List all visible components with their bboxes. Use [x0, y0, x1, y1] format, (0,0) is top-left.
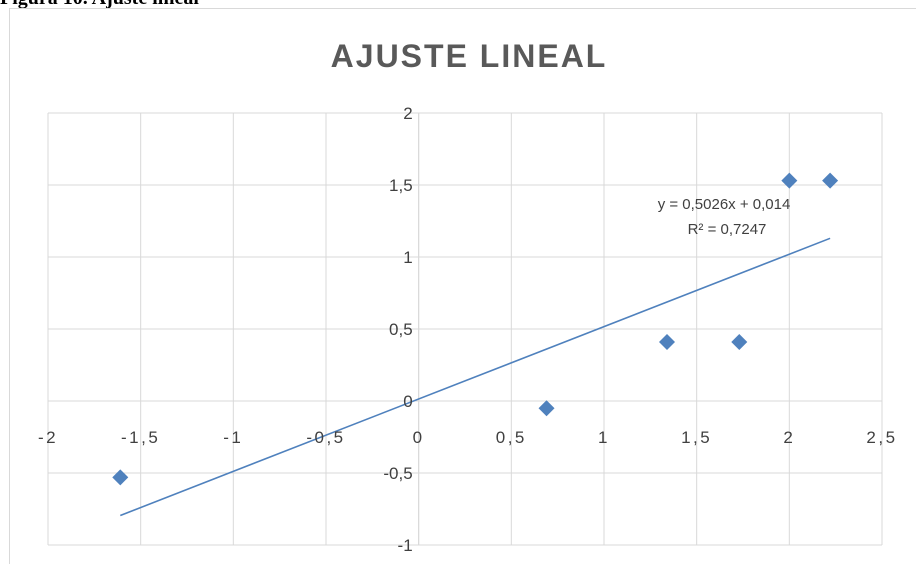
x-tick-label: 1,5	[681, 428, 712, 447]
x-tick-label: 0,5	[496, 428, 527, 447]
tick-labels: -2 -1,5 -1 -0,5 0 0,5 1 1,5 2 2,5-1-0,500,511,52	[38, 104, 897, 555]
figure-caption: Figura 10. Ajuste lineal	[0, 0, 199, 10]
y-tick-label: 1	[403, 248, 412, 267]
data-point	[781, 172, 798, 189]
y-tick-label: 0	[403, 392, 412, 411]
x-tick-label: 2	[783, 428, 795, 447]
y-tick-label: 0,5	[389, 320, 413, 339]
y-tick-label: 1,5	[389, 176, 413, 195]
trendline-equation: y = 0,5026x + 0,014	[658, 196, 791, 213]
chart-title: AJUSTE LINEAL	[331, 38, 608, 74]
x-tick-label: 0	[413, 428, 425, 447]
x-tick-label: -1	[223, 428, 243, 447]
chart-frame	[9, 8, 916, 564]
x-tick-label: 2,5	[866, 428, 897, 447]
y-tick-label: -0,5	[383, 464, 412, 483]
trendline-r-squared: R² = 0,7247	[688, 221, 767, 238]
x-tick-label: -2	[38, 428, 58, 447]
data-point	[731, 333, 748, 350]
axes	[48, 113, 882, 545]
x-tick-label: -1,5	[121, 428, 160, 447]
data-point	[538, 400, 555, 417]
grid-lines	[47, 112, 883, 546]
trendline-layer	[119, 237, 831, 517]
x-tick-label: -0,5	[306, 428, 345, 447]
x-tick-label: 1	[598, 428, 610, 447]
trendline	[119, 237, 831, 517]
y-tick-label: -1	[398, 536, 413, 555]
data-point	[112, 469, 129, 486]
y-tick-label: 2	[403, 104, 412, 123]
data-points	[112, 172, 839, 486]
data-point	[659, 333, 676, 350]
data-point	[822, 172, 839, 189]
